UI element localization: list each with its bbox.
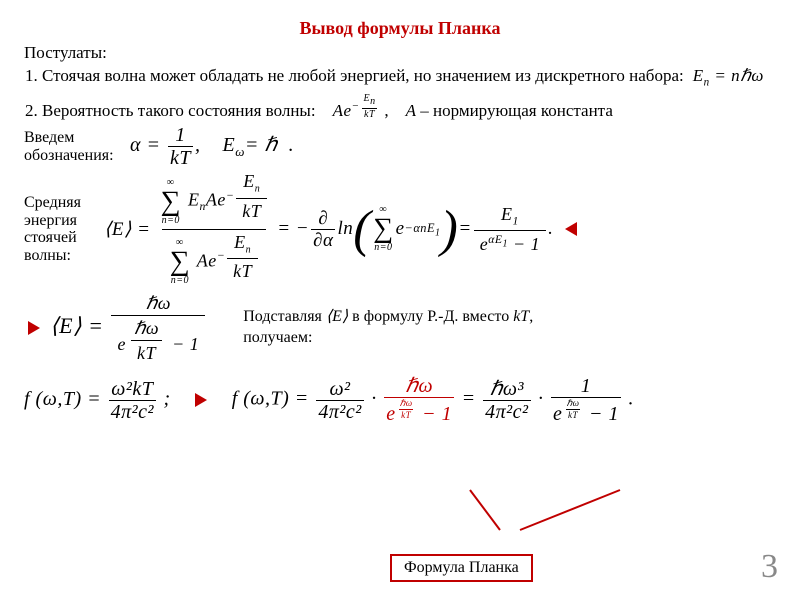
postulate-2-formula: Ae−EnkT	[333, 101, 385, 120]
callout-box: Формула Планка	[390, 554, 533, 582]
defs-formula: α = 1kT, Eω= ℏ .	[130, 125, 294, 168]
postulates-list: Стоячая волна может обладать не любой эн…	[42, 65, 776, 121]
substitute-note: Подставляя ⟨E⟩ в формулу Р.-Д. вместо kT…	[243, 307, 593, 349]
arrow-right-icon	[195, 393, 207, 407]
mean-energy-result: ⟨E⟩ = ℏω eℏωkT − 1	[50, 294, 207, 362]
postulate-2-note-A: A	[406, 101, 416, 120]
postulate-2: Вероятность такого состояния волны: Ae−E…	[42, 94, 776, 122]
mean-energy-equation: ⟨E⟩ = ∞∑n=0 EnAe−EnkT ∞∑n=0 Ae−EnkT = − …	[104, 172, 553, 286]
postulate-1-text: Стоячая волна может обладать не любой эн…	[42, 66, 684, 85]
postulates-label: Постулаты:	[24, 43, 776, 63]
postulate-1: Стоячая волна может обладать не любой эн…	[42, 65, 776, 90]
rd-formula: f (ω,T) = ω²kT4π²c² ;	[24, 379, 171, 422]
page-title: Вывод формулы Планка	[24, 18, 776, 39]
postulate-2-text: Вероятность такого состояния волны:	[42, 101, 316, 120]
defs-label: Введем обозначения:	[24, 129, 124, 164]
arrow-right-icon	[28, 321, 40, 335]
mean-energy-label: Средняя энергия стоячей волны:	[24, 194, 98, 264]
postulate-1-formula: En = nℏω	[688, 66, 764, 85]
page-number: 3	[761, 548, 778, 586]
arrow-left-icon	[565, 222, 577, 236]
postulate-2-note: – нормирующая константа	[416, 101, 613, 120]
planck-formula: f (ω,T) = ω²4π²c² · ℏω eℏωkT − 1 = ℏω³4π…	[232, 376, 634, 424]
